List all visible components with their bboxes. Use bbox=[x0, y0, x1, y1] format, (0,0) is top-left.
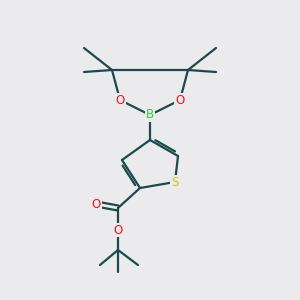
Text: S: S bbox=[171, 176, 179, 188]
Text: O: O bbox=[116, 94, 124, 106]
Text: O: O bbox=[113, 224, 123, 236]
Text: O: O bbox=[176, 94, 184, 106]
Text: B: B bbox=[146, 109, 154, 122]
Text: O: O bbox=[92, 197, 100, 211]
